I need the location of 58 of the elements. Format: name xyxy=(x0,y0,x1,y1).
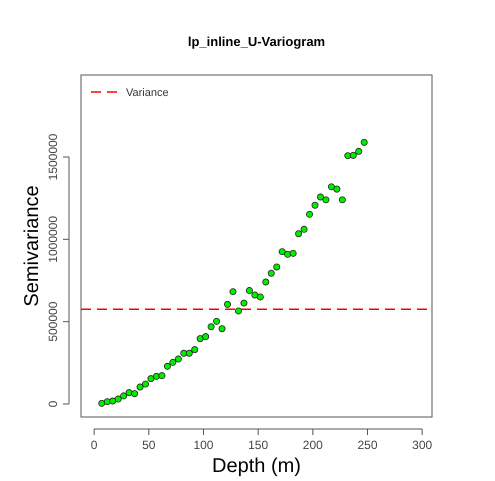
point xyxy=(191,346,198,354)
point xyxy=(273,264,280,270)
point xyxy=(316,194,324,200)
point xyxy=(213,318,220,325)
point xyxy=(333,186,340,193)
chart-title: lp_inline_U-Variogram xyxy=(188,34,326,49)
point xyxy=(202,333,210,340)
point xyxy=(350,152,357,159)
x-tick-label: 0 xyxy=(90,438,98,452)
point xyxy=(360,138,368,146)
point xyxy=(322,196,330,204)
point xyxy=(240,300,248,307)
point xyxy=(251,292,258,298)
point xyxy=(256,293,264,300)
y-tick-label: 1000000 xyxy=(46,216,60,263)
point xyxy=(306,210,314,218)
point xyxy=(131,390,138,398)
point xyxy=(174,356,182,363)
point xyxy=(98,400,106,407)
y-axis-title: Semivariance xyxy=(21,185,43,307)
point xyxy=(169,358,176,366)
point xyxy=(338,196,346,204)
x-tick-label: 300 xyxy=(412,438,432,452)
point xyxy=(262,278,270,286)
y-tick-label: 500000 xyxy=(46,301,60,342)
point xyxy=(230,288,236,296)
point xyxy=(142,380,150,388)
point xyxy=(224,300,232,308)
point xyxy=(109,398,116,405)
point xyxy=(218,325,226,332)
point xyxy=(300,226,308,233)
x-tick-label: 100 xyxy=(193,438,214,452)
point xyxy=(328,183,335,190)
point xyxy=(290,250,297,257)
y-tick-label: 0 xyxy=(46,400,60,408)
point xyxy=(234,307,242,314)
x-axis-title: Depth (m) xyxy=(212,455,301,477)
point xyxy=(278,248,286,256)
x-tick-label: 150 xyxy=(248,438,268,452)
point xyxy=(158,372,166,380)
point xyxy=(186,350,193,357)
y-tick-label: 1500000 xyxy=(46,133,60,180)
x-tick-label: 200 xyxy=(302,438,324,452)
point xyxy=(147,375,154,382)
legend-label: Variance xyxy=(126,87,169,99)
point xyxy=(120,392,128,400)
point xyxy=(295,230,302,238)
point xyxy=(164,362,171,370)
x-tick-label: 50 xyxy=(142,438,156,452)
x-tick-label: 250 xyxy=(357,438,378,452)
point xyxy=(312,202,318,209)
point xyxy=(114,396,122,403)
point xyxy=(196,335,204,342)
point xyxy=(355,148,362,155)
point xyxy=(246,287,253,294)
point xyxy=(208,323,215,330)
point xyxy=(268,270,275,277)
point xyxy=(136,384,144,391)
